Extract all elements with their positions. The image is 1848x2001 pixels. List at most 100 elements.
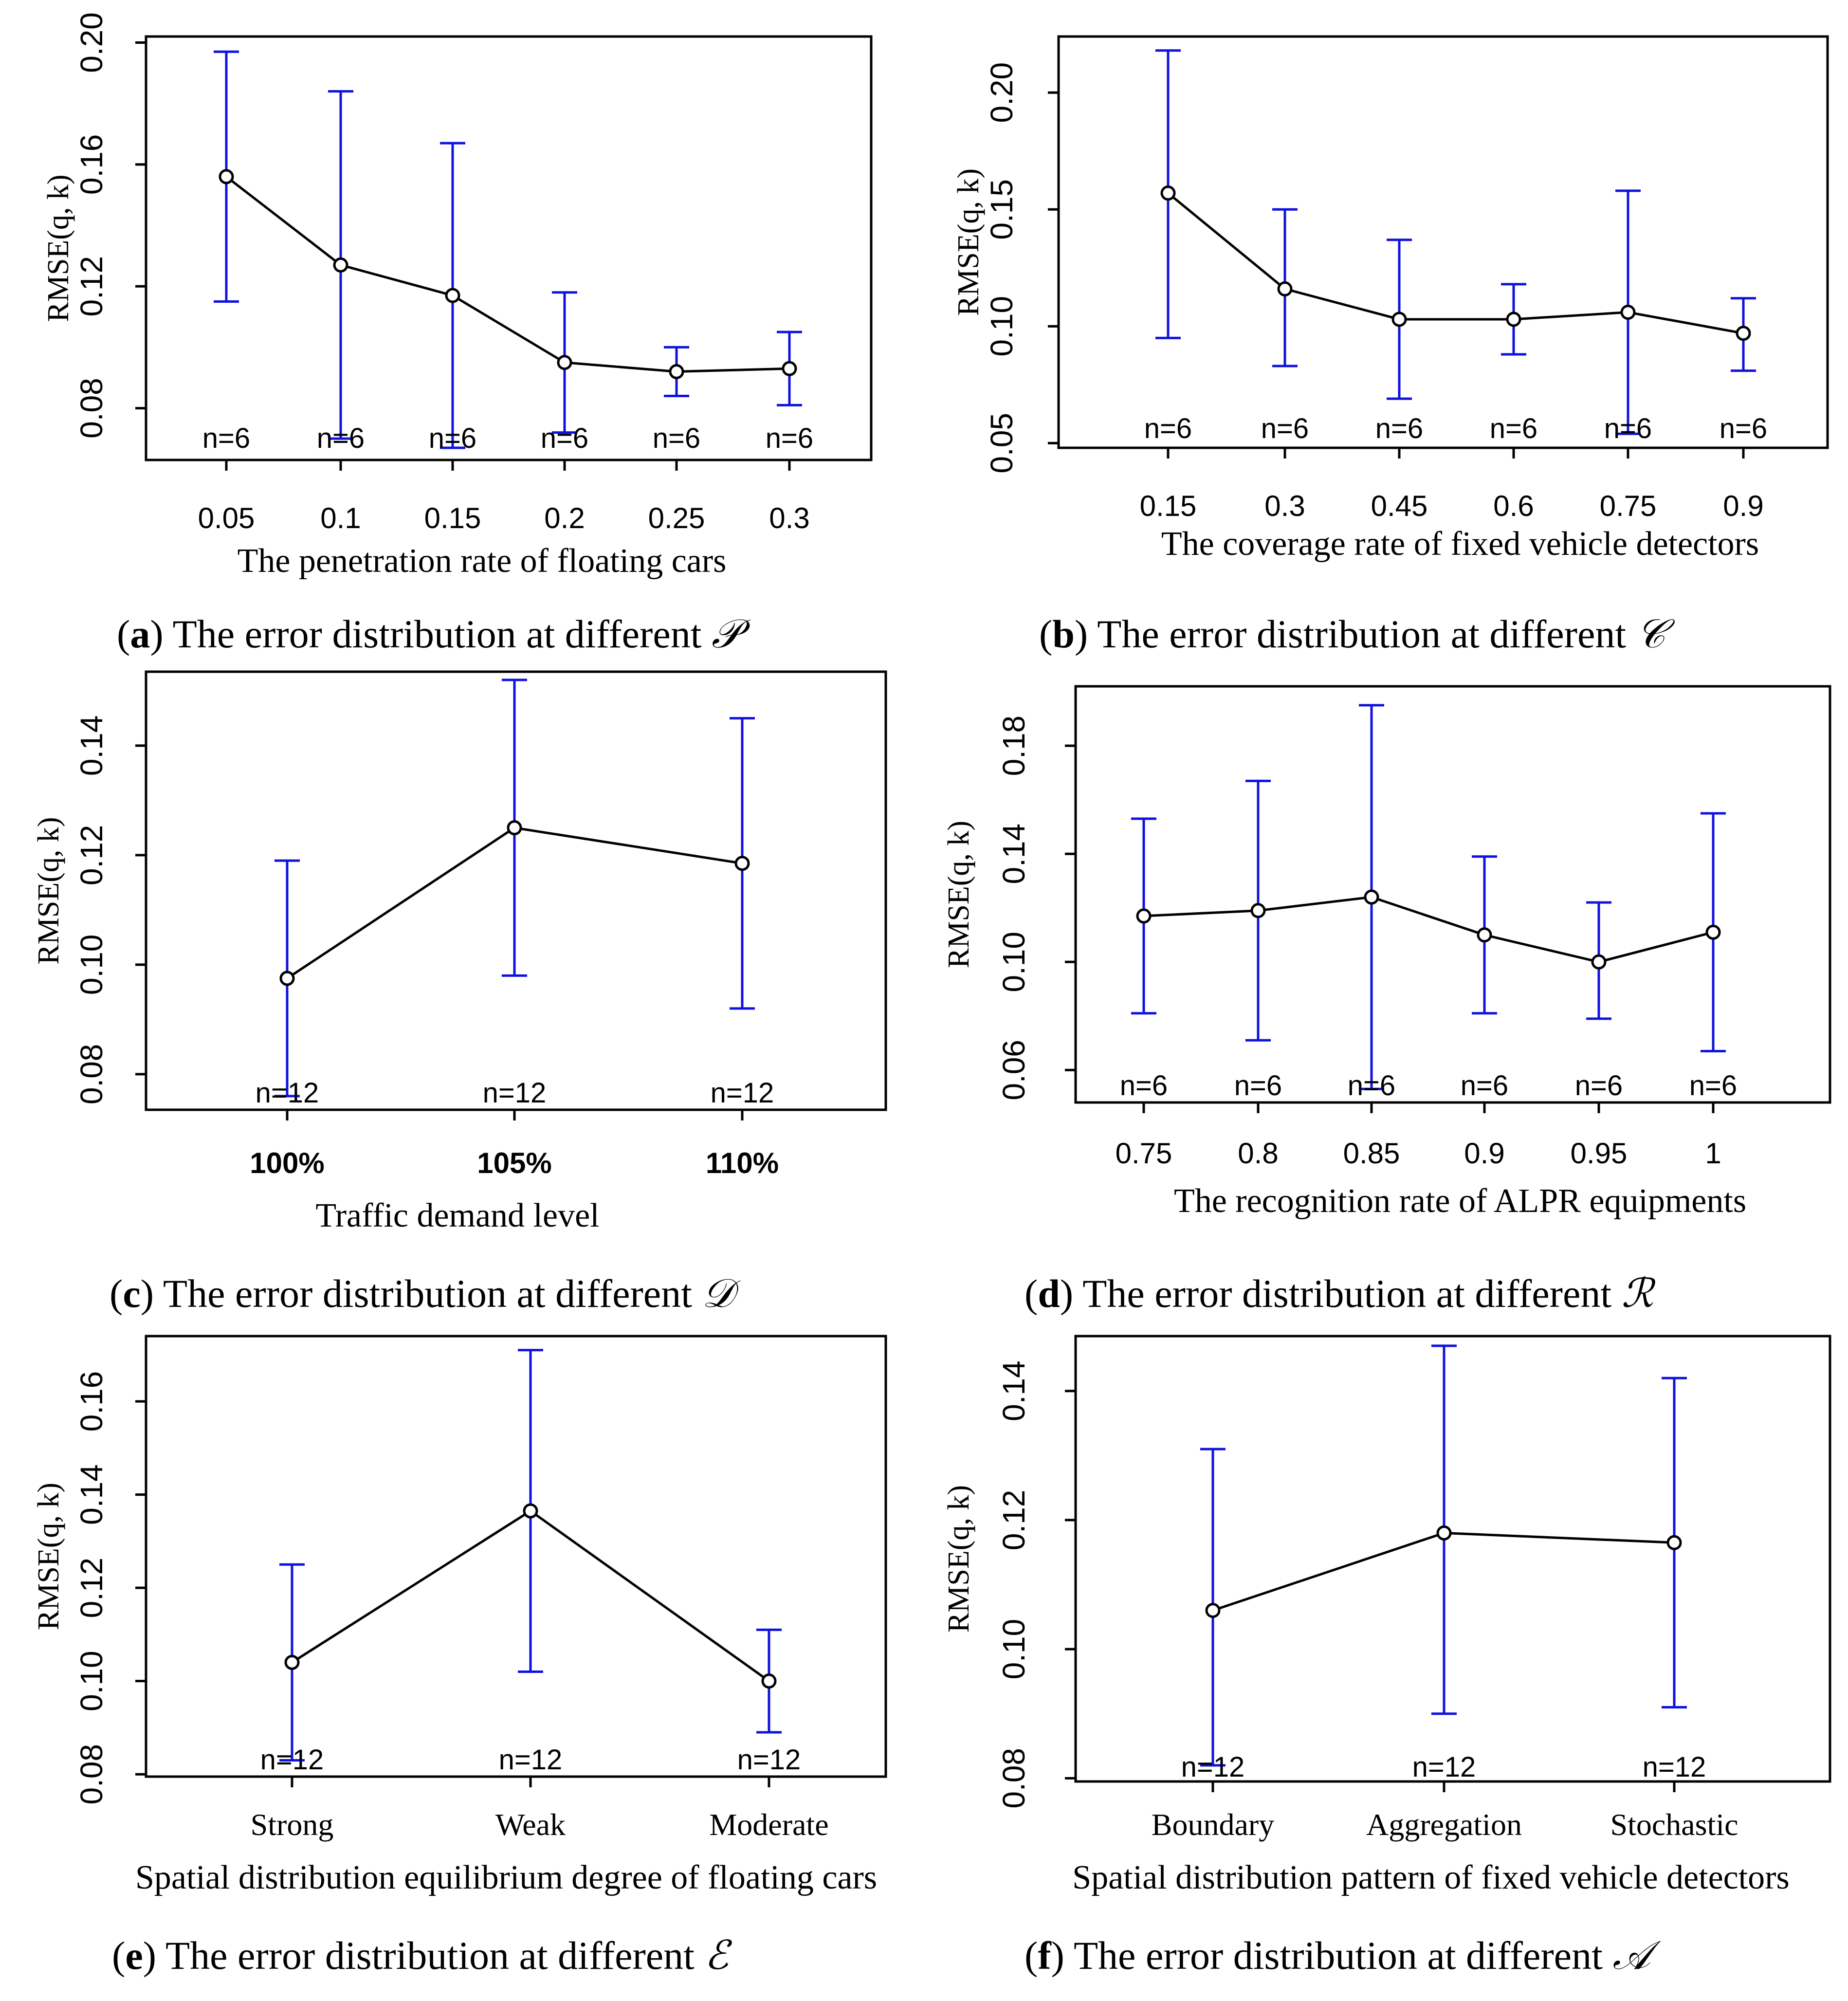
caption-text: The error distribution at different <box>1097 612 1636 656</box>
panel-caption: (d) The error distribution at different … <box>1025 1271 1656 1316</box>
x-tick-label: 105% <box>477 1147 551 1179</box>
n-label: n=6 <box>429 422 476 454</box>
series-line <box>225 175 790 373</box>
data-point <box>1136 908 1152 924</box>
plot-frame <box>145 670 887 1111</box>
n-label: n=6 <box>1689 1070 1737 1101</box>
data-point <box>669 364 684 379</box>
plot-frame <box>1057 35 1829 449</box>
x-tick-label: 1 <box>1705 1137 1721 1170</box>
n-label: n=12 <box>737 1744 801 1776</box>
panel-caption: (e) The error distribution at different … <box>112 1933 732 1978</box>
x-tick-label: 100% <box>250 1147 324 1179</box>
panel-caption: (b) The error distribution at different … <box>1039 612 1675 656</box>
y-tick-label: 0.10 <box>996 1619 1031 1680</box>
caption-paren-close: ) <box>1051 1933 1074 1978</box>
y-axis-label: RMSE(q, k) <box>32 817 65 964</box>
n-label: n=12 <box>483 1077 547 1109</box>
n-label: n=6 <box>202 422 250 454</box>
data-point <box>279 971 295 986</box>
y-tick-label: 0.08 <box>74 1044 109 1105</box>
panel-caption: (c) The error distribution at different … <box>110 1271 740 1316</box>
caption-text: The error distribution at different <box>163 1271 702 1316</box>
caption-text: The error distribution at different <box>1074 1933 1612 1978</box>
n-label: n=6 <box>1490 413 1537 444</box>
plot-frame <box>145 35 873 461</box>
x-tick-label: Stochastic <box>1610 1807 1738 1842</box>
x-tick-label: 0.6 <box>1493 490 1534 522</box>
y-tick-label: 0.12 <box>74 825 109 886</box>
data-point <box>782 361 797 376</box>
data-point <box>507 820 522 836</box>
y-tick-label: 0.12 <box>996 1490 1031 1551</box>
x-tick-label: 0.85 <box>1343 1137 1400 1170</box>
caption-symbol: 𝒜 <box>1612 1933 1661 1978</box>
data-point <box>1705 924 1721 940</box>
caption-symbol: ℰ <box>704 1933 732 1978</box>
x-tick-label: 0.45 <box>1371 490 1428 522</box>
data-point <box>219 169 234 184</box>
caption-symbol: 𝒫 <box>712 612 751 656</box>
y-tick-label: 0.08 <box>74 1744 109 1805</box>
n-label: n=12 <box>256 1077 319 1109</box>
y-axis-label: RMSE(q, k) <box>32 1483 65 1630</box>
y-axis-label: RMSE(q, k) <box>942 821 975 968</box>
y-tick-label: 0.14 <box>996 1360 1031 1421</box>
caption-paren-close: ) <box>143 1933 165 1978</box>
x-axis-label: The recognition rate of ALPR equipments <box>1174 1182 1746 1220</box>
n-label: n=6 <box>541 422 588 454</box>
series-line <box>1167 192 1744 335</box>
n-label: n=12 <box>1181 1751 1245 1783</box>
caption-paren-open: ( <box>1025 1271 1038 1316</box>
x-tick-label: 110% <box>706 1147 779 1179</box>
caption-paren-open: ( <box>117 612 130 656</box>
data-point <box>1391 312 1407 327</box>
y-tick-label: 0.20 <box>984 62 1019 123</box>
y-tick-label: 0.10 <box>74 935 109 995</box>
x-axis-label: The coverage rate of fixed vehicle detec… <box>1161 525 1759 563</box>
y-tick-label: 0.20 <box>74 12 109 73</box>
y-tick-label: 0.12 <box>74 256 109 317</box>
chart-panel-d: 0.06 0.10 0.14 0.18 RMSE(q, k) 0.75 0.8 0.85 0.9… <box>942 685 1831 1316</box>
n-label: n=6 <box>1234 1070 1282 1101</box>
chart-panel-c: 0.08 0.10 0.12 0.14 RMSE(q, k) 100% 105% 110% Tr… <box>32 670 887 1316</box>
series-line <box>1143 896 1714 963</box>
data-point <box>1250 903 1266 918</box>
x-tick-label: 0.25 <box>648 502 705 534</box>
x-tick-label: Boundary <box>1152 1807 1274 1842</box>
n-label: n=6 <box>1720 413 1767 444</box>
y-tick-label: 0.10 <box>74 1651 109 1711</box>
y-tick-label: 0.14 <box>74 716 109 776</box>
x-tick-label: 0.8 <box>1238 1137 1278 1170</box>
caption-paren-close: ) <box>150 612 172 656</box>
y-tick-label: 0.15 <box>984 179 1019 240</box>
data-point <box>284 1654 300 1670</box>
chart-panel-e: 0.08 0.10 0.12 0.14 0.16 RMSE(q, k) Strong Weak… <box>32 1335 887 1978</box>
x-tick-label: Strong <box>251 1807 334 1842</box>
caption-paren-open: ( <box>112 1933 125 1978</box>
caption-paren-close: ) <box>141 1271 163 1316</box>
x-tick-label: Aggregation <box>1366 1807 1522 1842</box>
data-point <box>1436 1525 1452 1541</box>
data-point <box>1364 889 1379 905</box>
y-tick-label: 0.18 <box>996 716 1031 776</box>
caption-symbol: 𝒞 <box>1636 612 1675 656</box>
y-tick-label: 0.06 <box>996 1040 1031 1101</box>
plot-frame <box>145 1335 887 1778</box>
y-axis-label: RMSE(q, k) <box>42 174 75 322</box>
n-label: n=6 <box>1120 1070 1168 1101</box>
caption-paren-close: ) <box>1075 612 1097 656</box>
n-label: n=6 <box>1348 1070 1395 1101</box>
data-point <box>761 1673 777 1689</box>
n-label: n=6 <box>653 422 700 454</box>
chart-panel-a: 0.08 0.12 0.16 0.20 RMSE(q, k) 0.05 0.1 0.15 0.2… <box>42 12 873 656</box>
y-tick-label: 0.16 <box>74 1371 109 1432</box>
n-label: n=12 <box>260 1744 324 1776</box>
data-point <box>1591 954 1607 970</box>
caption-text: The error distribution at different <box>173 612 712 656</box>
n-label: n=6 <box>766 422 813 454</box>
x-tick-label: 0.9 <box>1723 490 1763 522</box>
n-label: n=6 <box>317 422 365 454</box>
data-point <box>333 257 348 273</box>
